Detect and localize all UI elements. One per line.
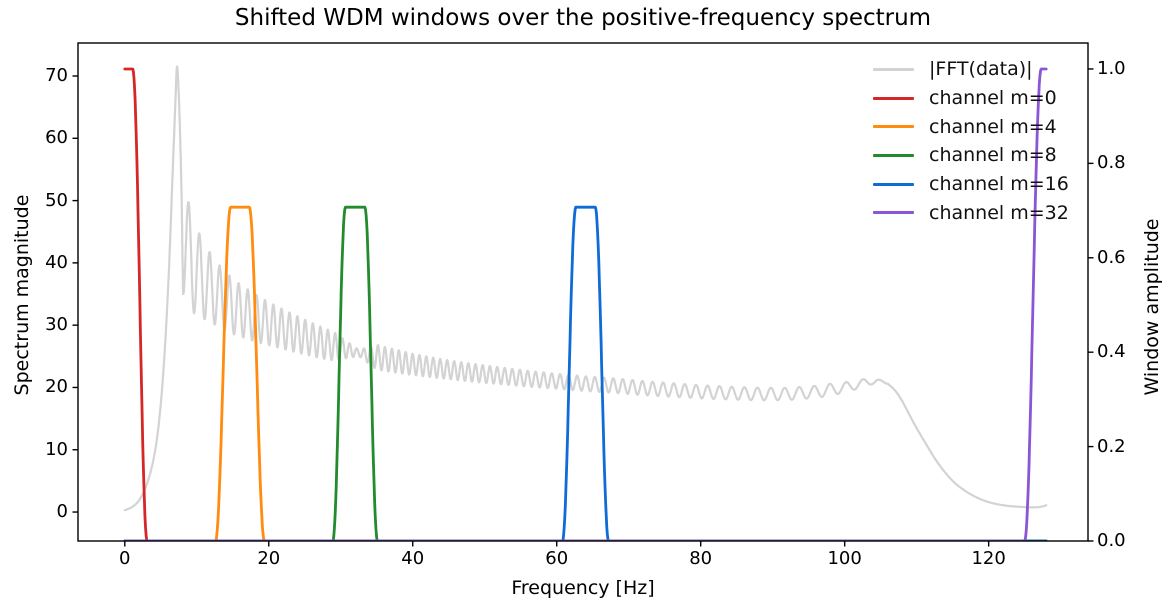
left-y-axis-label: Spectrum magnitude (11, 194, 33, 396)
x-tick-label-80: 80 (689, 548, 713, 569)
legend-entry-4: channel m=16 (873, 170, 1069, 199)
right-y-tick-label-0.6: 0.6 (1097, 246, 1126, 268)
legend-swatch-icon (873, 125, 914, 129)
legend-entry-0: |FFT(data)| (873, 55, 1069, 84)
series-channel-m016-path (123, 205, 1048, 541)
legend-entry-1: channel m=0 (873, 84, 1069, 113)
legend-label: channel m=32 (929, 201, 1069, 224)
left-y-tick-label-40: 40 (45, 251, 68, 273)
legend-swatch-icon (873, 153, 914, 157)
left-y-tick-label-0: 0 (56, 501, 68, 523)
plot-spines (77, 42, 1089, 542)
legend-label: |FFT(data)| (929, 58, 1033, 81)
series-channel-m04-path (123, 205, 1048, 541)
left-y-tick-label-30: 30 (45, 314, 68, 336)
legend-swatch-icon (873, 96, 914, 100)
legend-label: channel m=16 (929, 173, 1069, 196)
legend-entry-5: channel m=32 (873, 198, 1069, 227)
left-y-tick-label-10: 10 (45, 438, 68, 460)
right-y-tick-label-0.4: 0.4 (1097, 341, 1126, 363)
right-y-tick-label-1.0: 1.0 (1097, 57, 1126, 79)
legend-swatch-icon (873, 182, 914, 186)
x-tick-label-60: 60 (545, 548, 569, 569)
legend-swatch-icon (873, 211, 914, 215)
right-y-tick-label-0.8: 0.8 (1097, 152, 1126, 174)
legend-entry-2: channel m=4 (873, 112, 1069, 141)
legend-label: channel m=0 (929, 87, 1057, 110)
legend-label: channel m=8 (929, 144, 1057, 167)
chart-title: Shifted WDM windows over the positive-fr… (234, 5, 932, 31)
x-tick-label-40: 40 (401, 548, 425, 569)
legend-swatch-icon (873, 67, 914, 71)
x-tick-label-120: 120 (971, 548, 1006, 569)
x-tick-label-0: 0 (119, 548, 131, 569)
left-y-tick-label-50: 50 (45, 189, 68, 211)
right-y-tick-label-0.2: 0.2 (1097, 435, 1126, 457)
x-tick-label-20: 20 (257, 548, 281, 569)
left-y-tick-label-70: 70 (45, 65, 68, 86)
x-axis-label: Frequency [Hz] (511, 577, 655, 599)
series-fft-path (123, 65, 1048, 512)
left-y-tick-label-60: 60 (45, 127, 68, 149)
series-channel-m08-path (123, 205, 1048, 541)
legend: |FFT(data)| channel m=0 channel m=4 channel… (873, 55, 1069, 227)
legend-label: channel m=4 (929, 115, 1057, 138)
right-y-tick-label-0.0: 0.0 (1097, 530, 1126, 551)
left-y-tick-label-20: 20 (45, 376, 68, 398)
x-tick-label-100: 100 (827, 548, 862, 569)
legend-entry-3: channel m=8 (873, 141, 1069, 170)
